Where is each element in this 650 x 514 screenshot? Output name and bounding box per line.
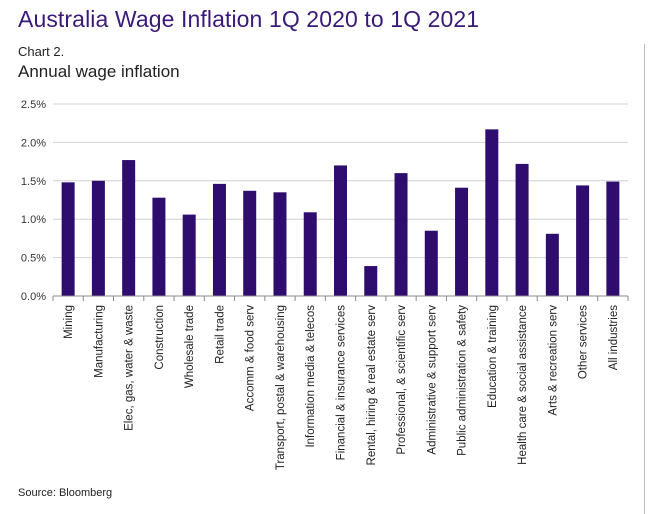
category-label: Manufacturing — [93, 305, 105, 378]
bar — [303, 212, 317, 296]
bar — [334, 165, 347, 296]
category-label: Rental, hiring & real estate serv — [366, 305, 378, 466]
main-title: Australia Wage Inflation 1Q 2020 to 1Q 2… — [18, 6, 480, 32]
bar — [455, 187, 469, 296]
bar — [182, 214, 196, 296]
category-label: Financial & insurance services — [336, 305, 348, 461]
y-tick-label: 0.0% — [21, 291, 46, 303]
category-label: Retail trade — [214, 305, 226, 364]
source-note: Source: Bloomberg — [18, 487, 113, 499]
category-labels: Mining Manufacturing Elec, gas, water & wa… — [63, 305, 620, 470]
y-tick-label: 1.5% — [21, 176, 46, 188]
bar — [122, 160, 136, 296]
y-tick-label: 0.5% — [21, 253, 46, 265]
y-tick-label: 2.0% — [21, 137, 46, 149]
bar — [576, 185, 590, 296]
y-tick-label: 2.5% — [21, 99, 46, 111]
bar — [212, 183, 226, 296]
category-label: Wholesale trade — [184, 305, 196, 388]
bar — [545, 233, 559, 296]
bar — [243, 190, 257, 296]
category-label: Construction — [154, 305, 166, 370]
bars — [61, 129, 620, 296]
bar — [515, 163, 529, 296]
x-axis-ticks — [52, 296, 629, 301]
y-tick-label: 1.0% — [21, 214, 46, 226]
category-label: Professional, & scientific serv — [396, 305, 408, 455]
right-divider — [644, 44, 645, 514]
category-label: Administrative & support serv — [426, 305, 438, 455]
category-label: Public administration & safety — [457, 305, 469, 456]
category-label: Transport, postal & warehousing — [275, 305, 287, 470]
bar — [606, 181, 620, 296]
category-label: Accomm & food serv — [245, 305, 257, 411]
category-label: Arts & recreation serv — [547, 305, 559, 416]
category-label: Health care & social assistance — [517, 305, 529, 465]
category-label: Mining — [63, 305, 75, 339]
chart-subtitle: Annual wage inflation — [18, 62, 180, 81]
bar — [424, 230, 438, 296]
category-label: Education & training — [487, 305, 499, 408]
bar — [61, 182, 75, 296]
bar — [364, 266, 378, 296]
category-label: Information media & telecos — [305, 305, 317, 448]
bar — [152, 197, 166, 296]
bar — [485, 129, 499, 296]
y-axis-ticks: 0.0% 0.5% 1.0% 1.5% 2.0% 2.5% — [21, 99, 46, 303]
chart-number: Chart 2. — [18, 44, 65, 59]
bar — [273, 192, 287, 296]
category-label: Elec, gas, water & waste — [124, 305, 136, 431]
bar — [394, 173, 408, 296]
category-label: All industries — [608, 305, 620, 370]
bar — [91, 180, 105, 296]
category-label: Other services — [578, 305, 590, 379]
